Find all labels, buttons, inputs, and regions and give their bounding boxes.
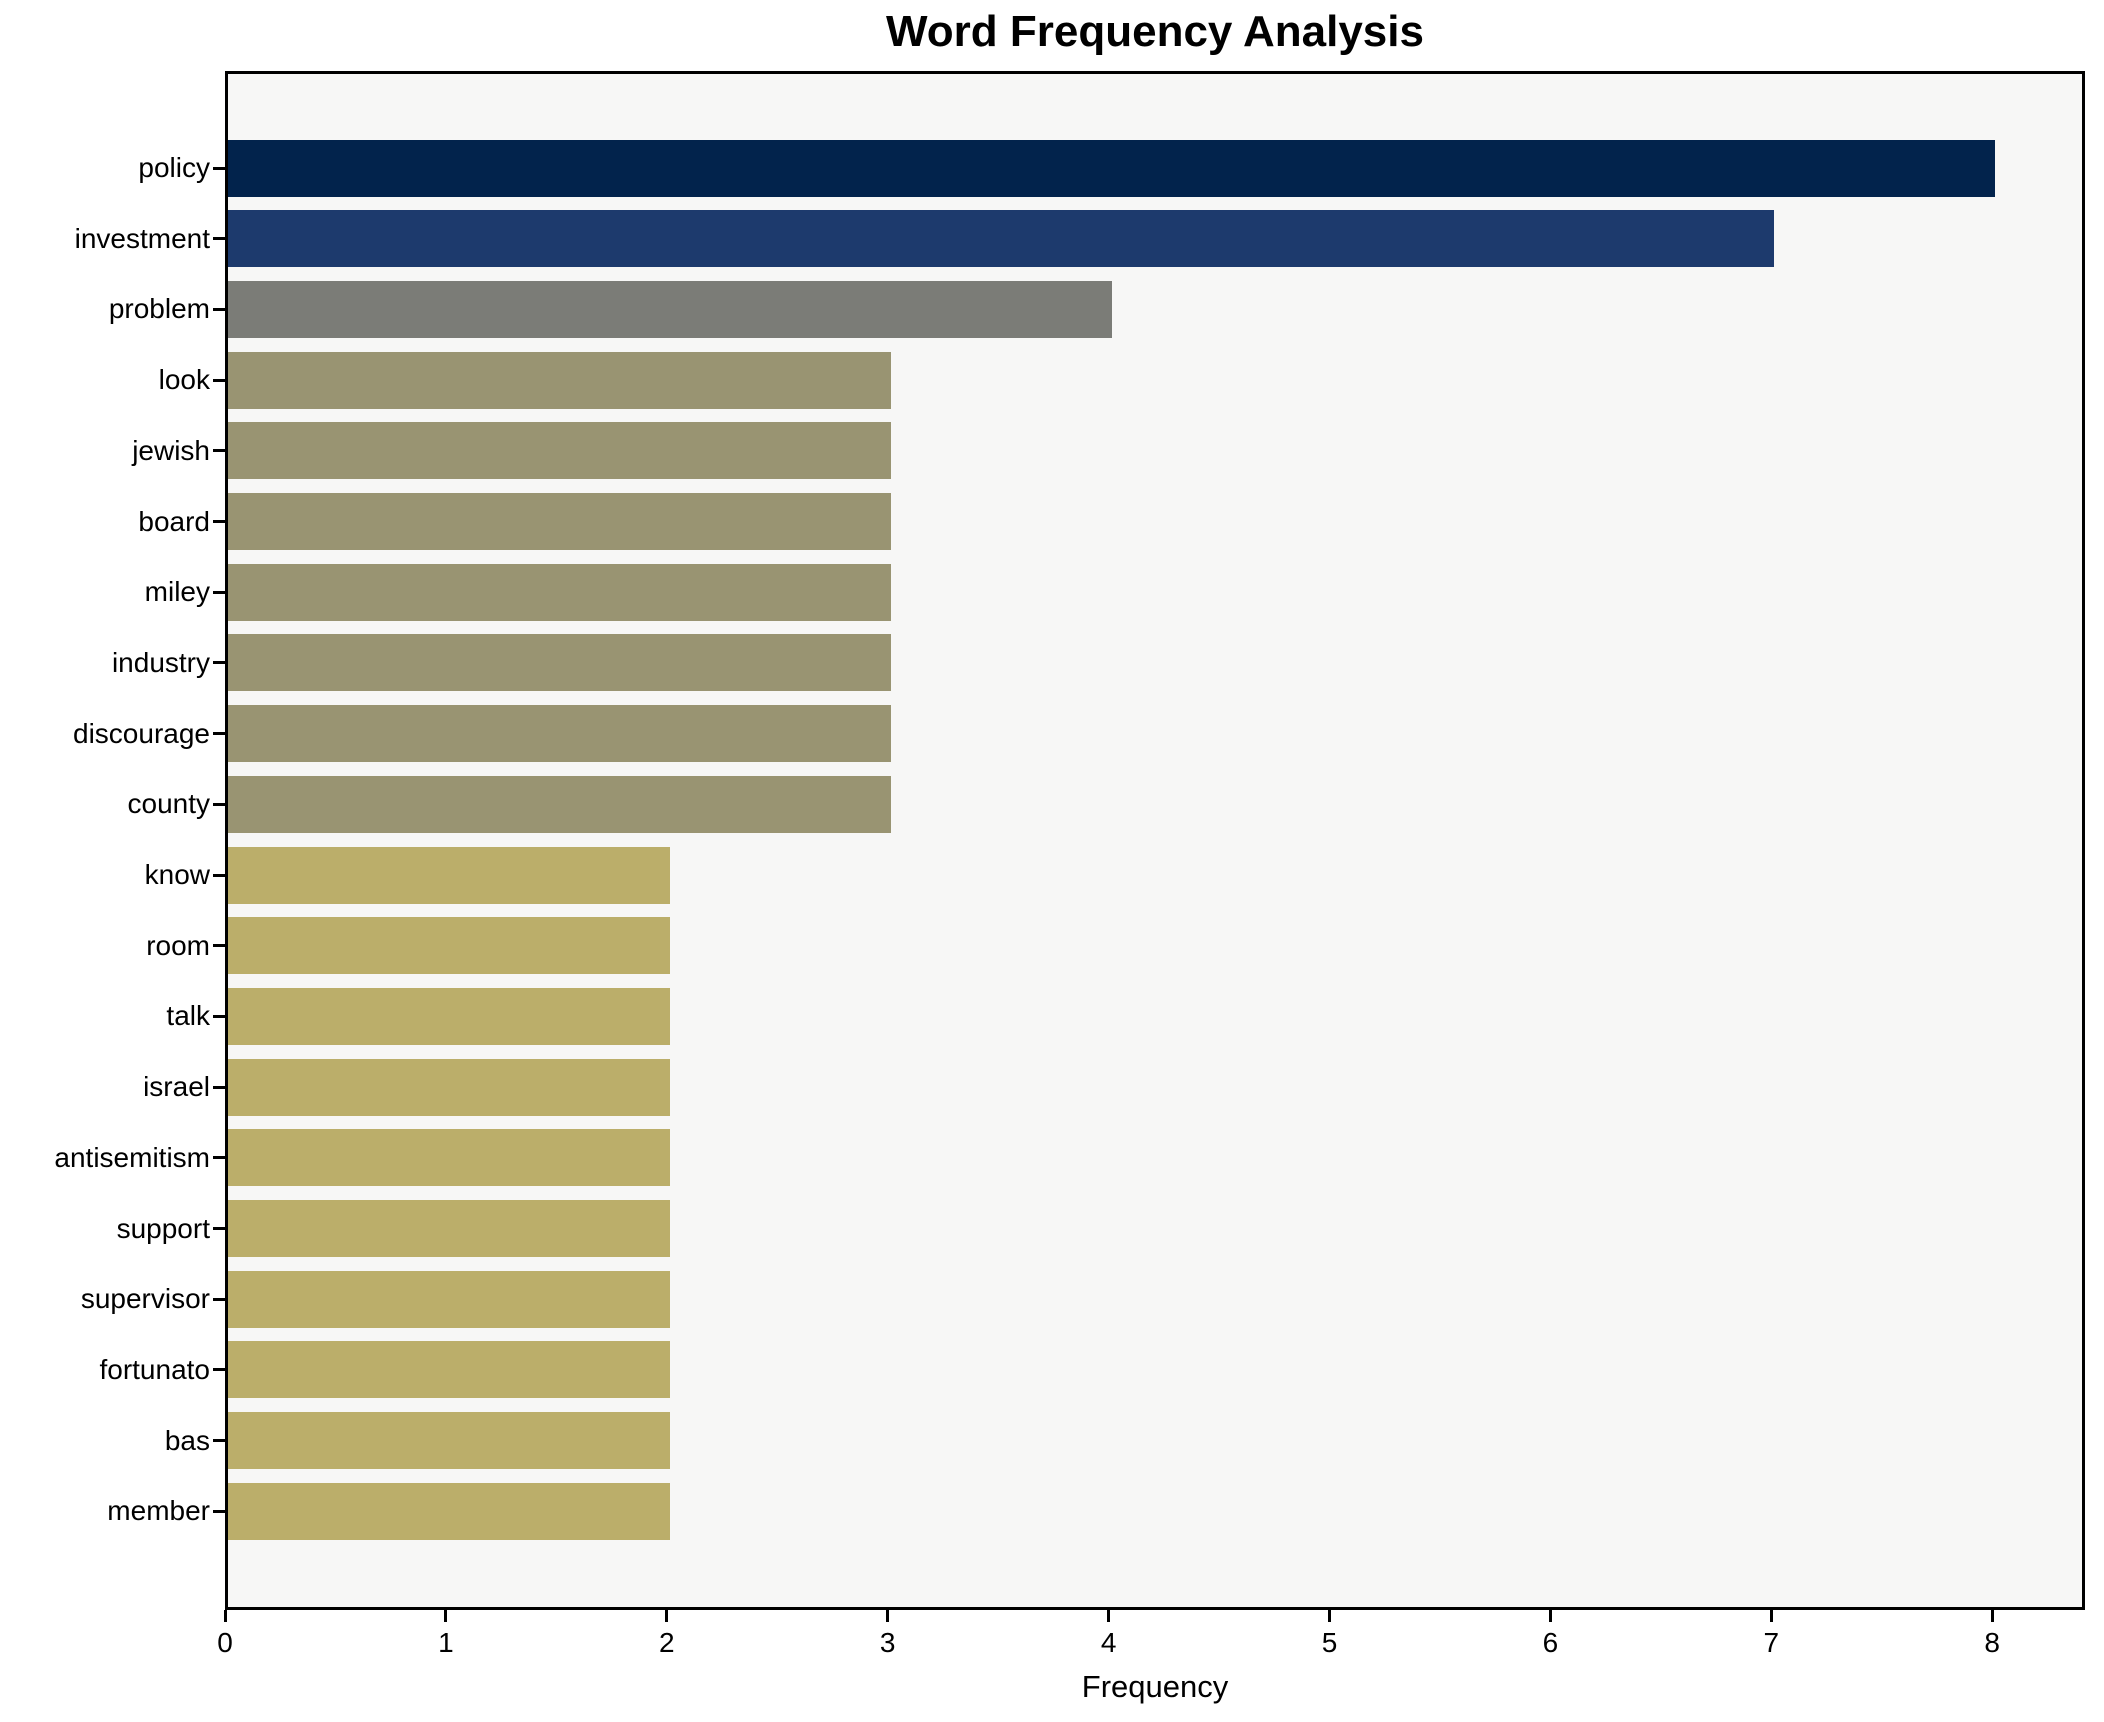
y-tick-mark [213, 802, 225, 806]
y-tick-mark [213, 590, 225, 594]
y-tick-label-support: support [116, 1212, 210, 1244]
y-tick-mark [213, 1085, 225, 1089]
y-tick-label-jewish: jewish [132, 434, 210, 466]
x-tick-mark [1107, 1610, 1111, 1622]
y-tick-label-industry: industry [111, 646, 210, 678]
bar-support [228, 1200, 670, 1257]
plot-area [225, 71, 2085, 1610]
bar-israel [228, 1058, 670, 1116]
y-tick-mark [213, 1156, 225, 1160]
x-tick-label-3: 3 [879, 1627, 896, 1658]
y-tick-label-policy: policy [138, 152, 210, 183]
bar-talk [228, 987, 670, 1045]
y-tick-mark [213, 661, 225, 665]
bar-investment [228, 210, 1775, 268]
y-tick-mark [213, 873, 225, 877]
y-tick-label-know: know [144, 859, 210, 890]
bar-supervisor [228, 1270, 670, 1328]
bar-miley [228, 563, 891, 621]
y-tick-mark [213, 449, 225, 453]
x-tick-label-0: 0 [217, 1627, 233, 1658]
bar-fortunato [228, 1341, 670, 1399]
y-tick-label-discourage: discourage [73, 717, 210, 749]
bar-member [228, 1482, 670, 1540]
x-tick-label-5: 5 [1321, 1627, 1338, 1658]
bar-industry [228, 634, 891, 692]
y-tick-label-problem: problem [108, 293, 210, 325]
bar-bas [228, 1412, 670, 1470]
bar-antisemitism [228, 1129, 670, 1187]
y-tick-mark [213, 520, 225, 523]
y-tick-mark [213, 378, 225, 382]
y-tick-mark [213, 237, 225, 241]
x-tick-label-1: 1 [438, 1627, 454, 1658]
y-tick-mark [213, 1297, 225, 1301]
y-tick-mark [213, 1014, 225, 1018]
x-tick-mark [1990, 1610, 1994, 1622]
y-tick-label-room: room [146, 929, 210, 961]
y-tick-label-fortunato: fortunato [99, 1353, 210, 1385]
x-tick-mark [1548, 1610, 1552, 1622]
x-tick-mark [223, 1610, 227, 1622]
x-tick-mark [886, 1610, 890, 1622]
bar-problem [228, 280, 1112, 338]
y-tick-label-israel: israel [143, 1071, 210, 1103]
y-tick-mark [213, 944, 225, 948]
y-tick-mark [213, 732, 225, 736]
x-tick-label-6: 6 [1542, 1627, 1559, 1658]
bar-county [228, 775, 891, 833]
y-tick-mark [213, 1509, 225, 1513]
x-tick-mark [665, 1610, 669, 1622]
y-tick-mark [213, 1439, 225, 1443]
y-tick-label-miley: miley [144, 576, 210, 608]
y-tick-label-bas: bas [164, 1424, 210, 1456]
x-tick-label-7: 7 [1763, 1627, 1780, 1658]
y-tick-label-investment: investment [74, 222, 210, 254]
y-tick-label-board: board [138, 505, 210, 537]
bar-room [228, 917, 670, 975]
y-tick-mark [213, 166, 225, 170]
bar-jewish [228, 422, 891, 480]
y-tick-label-supervisor: supervisor [80, 1283, 210, 1315]
y-tick-label-look: look [158, 364, 210, 396]
bar-look [228, 351, 891, 409]
bar-discourage [228, 705, 891, 763]
y-tick-mark [213, 1368, 225, 1372]
x-tick-label-2: 2 [659, 1627, 675, 1658]
bar-know [228, 846, 670, 904]
bar-board [228, 493, 891, 550]
y-tick-label-talk: talk [166, 1000, 210, 1032]
y-tick-mark [213, 307, 225, 311]
x-tick-label-8: 8 [1984, 1627, 2000, 1658]
x-tick-mark [444, 1610, 448, 1622]
y-tick-label-antisemitism: antisemitism [54, 1141, 210, 1173]
y-tick-mark [213, 1227, 225, 1230]
x-axis-label: Frequency [1081, 1669, 1229, 1704]
x-tick-mark [1328, 1610, 1331, 1622]
x-tick-label-4: 4 [1100, 1627, 1117, 1658]
y-tick-label-member: member [107, 1495, 210, 1527]
x-tick-mark [1769, 1610, 1773, 1622]
bar-policy [228, 139, 1996, 197]
chart-title: Word Frequency Analysis [886, 7, 1424, 56]
y-tick-label-county: county [127, 788, 211, 820]
